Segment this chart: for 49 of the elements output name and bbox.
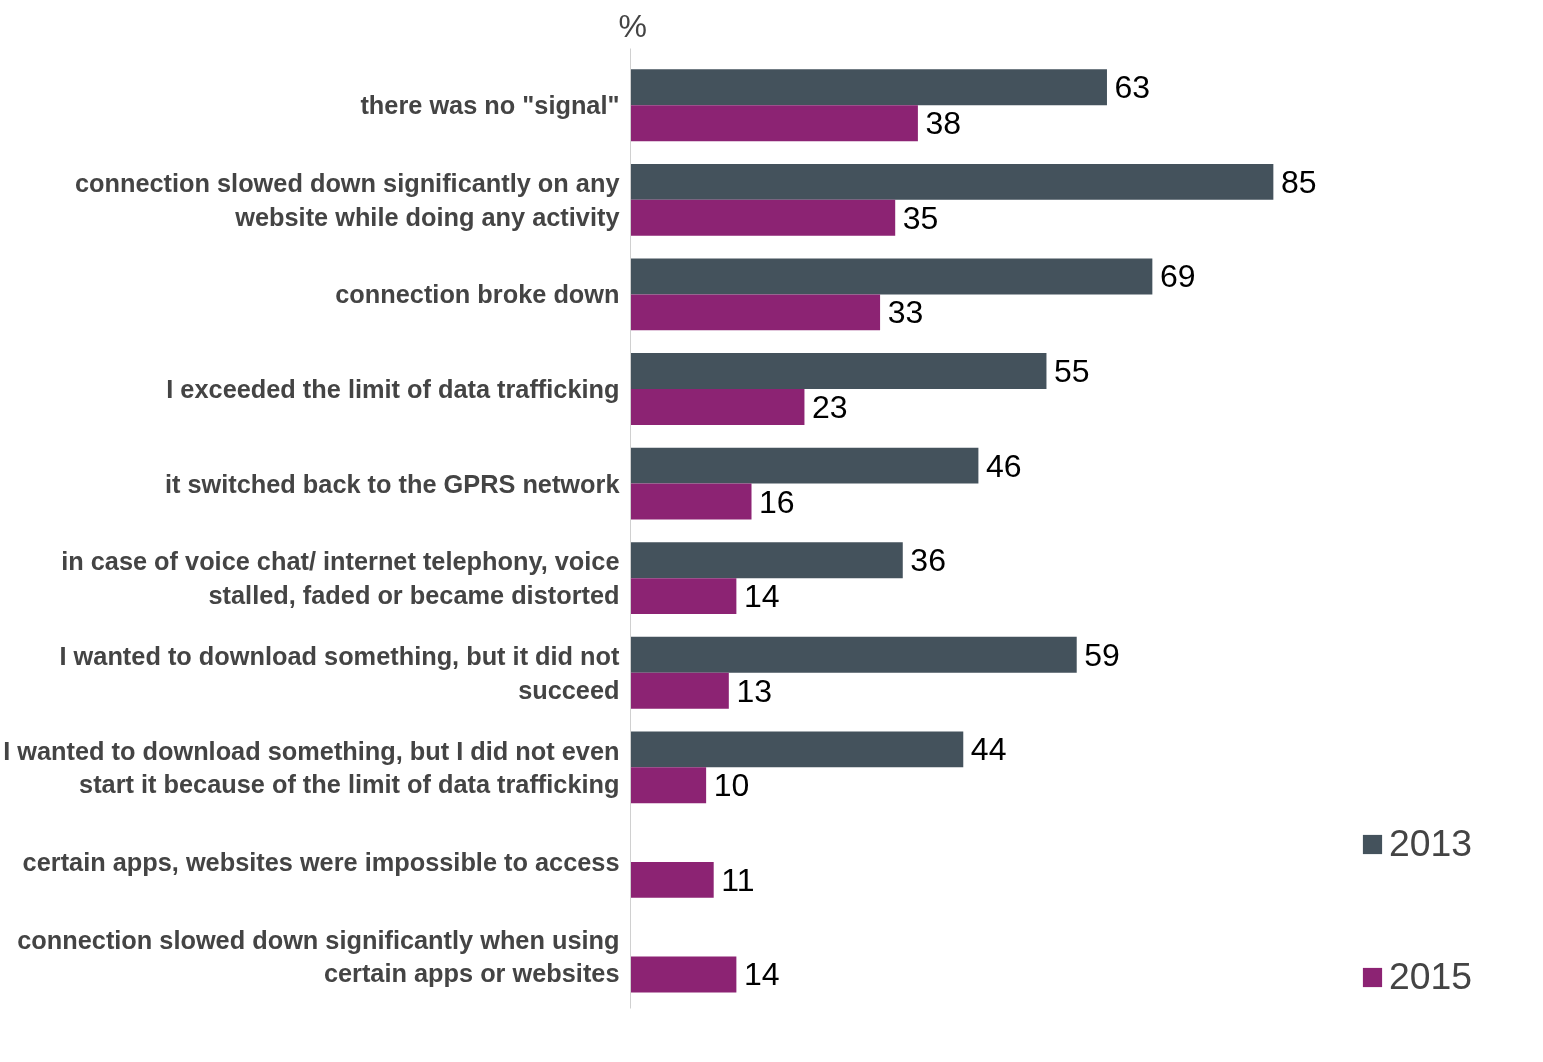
bar <box>630 767 707 804</box>
data-label: 69 <box>1159 258 1196 295</box>
bar <box>630 388 805 425</box>
bar <box>630 956 737 993</box>
x-axis-title: % <box>618 7 647 44</box>
data-label: 38 <box>925 105 962 142</box>
data-label: 14 <box>743 578 780 615</box>
data-label: 55 <box>1054 353 1090 390</box>
data-label: 44 <box>970 731 1007 768</box>
y-tick-label: there was no "signal" <box>360 91 620 120</box>
legend-label: 2013 <box>1389 822 1473 865</box>
bar <box>630 578 737 615</box>
bar <box>630 69 1107 106</box>
data-label: 36 <box>910 542 946 579</box>
bar <box>630 483 752 520</box>
bar <box>630 672 729 709</box>
data-label: 59 <box>1084 636 1120 673</box>
data-label: 10 <box>713 767 750 804</box>
legend-label: 2015 <box>1389 955 1473 998</box>
bar <box>630 731 964 768</box>
y-tick-label: I wanted to download something, but it did not succeed <box>59 641 621 704</box>
bar <box>630 636 1077 673</box>
y-tick-label: I wanted to download something, but I did not even start it because of the limit of data trafficking <box>3 736 620 799</box>
bar <box>630 258 1153 295</box>
y-tick-label: certain apps, websites were impossible to access <box>22 847 620 876</box>
bar <box>630 294 881 331</box>
data-label: 14 <box>743 956 780 993</box>
bar <box>630 861 714 898</box>
y-tick-label: it switched back to the GPRS network <box>164 469 621 498</box>
bar <box>630 163 1274 200</box>
data-label: 16 <box>759 483 795 520</box>
bar <box>630 542 903 579</box>
y-tick-label: in case of voice chat/ internet telephony, voice stalled, faded or became distorted <box>61 547 620 609</box>
y-tick-label: connection slowed down significantly on any website while doing any activity <box>74 169 620 231</box>
data-label: 85 <box>1280 163 1317 200</box>
y-tick-label: connection slowed down significantly when using certain apps or websites <box>17 925 620 988</box>
y-tick-label: I exceeded the limit of data trafficking <box>166 374 620 403</box>
data-label: 46 <box>985 447 1022 484</box>
bar <box>630 353 1047 389</box>
data-label: 11 <box>721 861 755 898</box>
data-label: 23 <box>812 388 848 425</box>
bar <box>630 105 918 142</box>
data-label: 63 <box>1114 69 1151 106</box>
bar <box>630 199 896 236</box>
data-label: 13 <box>736 672 772 709</box>
data-label: 33 <box>887 294 924 331</box>
bar <box>630 447 979 484</box>
data-label: 35 <box>902 199 939 236</box>
y-tick-label: connection broke down <box>335 280 620 309</box>
